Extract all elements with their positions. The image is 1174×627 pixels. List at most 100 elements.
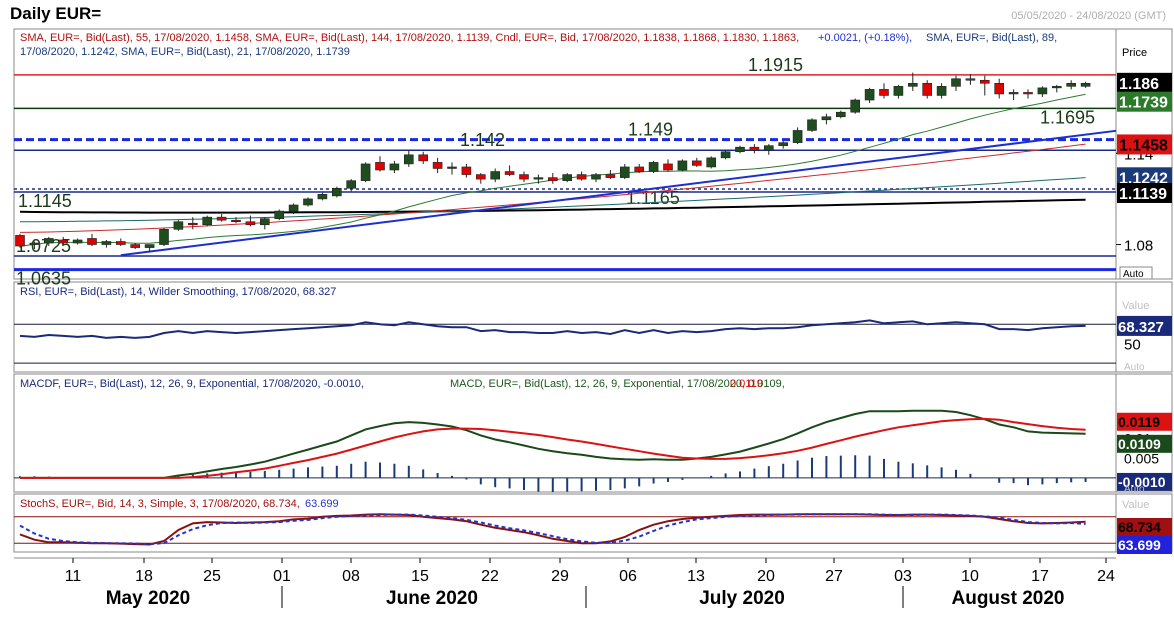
rsi-legend: RSI, EUR=, Bid(Last), 14, Wilder Smoothi…: [20, 286, 336, 298]
candle-body: [807, 119, 817, 131]
candle-body: [591, 174, 601, 180]
candle-body: [346, 180, 357, 189]
date-range: 05/05/2020 - 24/08/2020 (GMT): [1011, 10, 1166, 22]
macd-legend-b: MACD, EUR=, Bid(Last), 12, 26, 9, Expone…: [450, 378, 785, 390]
stoch-legend-b: 63.699: [305, 498, 339, 510]
stoch-panel: 68.734 63.699: [14, 513, 1172, 554]
candle-body: [475, 174, 486, 180]
candle-body: [835, 111, 846, 118]
candle-body: [821, 116, 832, 121]
time-tick-label: 06: [619, 568, 637, 585]
price-legend-line1b: SMA, EUR=, Bid(Last), 89,: [926, 32, 1057, 44]
macd-legend-c: 0.0119: [730, 378, 763, 390]
macd-badge: 0.0109: [1118, 436, 1161, 452]
price-badge-bg: [1117, 72, 1172, 93]
rsi-line: [19, 319, 1086, 339]
candle-body: [159, 229, 169, 245]
candle-body: [303, 198, 313, 206]
trend-line: [120, 129, 1117, 257]
time-tick-label: 29: [551, 568, 569, 585]
candle-body: [893, 86, 904, 96]
candle-body: [562, 174, 573, 181]
level-label: 1.149: [628, 120, 673, 140]
macd-auto-label: Auto: [1124, 484, 1145, 495]
price-panel-frame: [13, 28, 1117, 280]
candle-body: [778, 142, 789, 146]
price-badge-bg: [1117, 91, 1172, 112]
candle-body: [749, 146, 760, 151]
candle-body: [922, 82, 933, 96]
month-label: May 2020: [106, 588, 191, 609]
candle-body: [15, 235, 25, 247]
candle-body: [144, 244, 155, 248]
candle-body: [1052, 86, 1062, 89]
stoch-badge: 63.699: [1118, 537, 1161, 553]
candle-body: [576, 174, 587, 180]
candle-body: [720, 151, 731, 159]
candle-body: [519, 174, 529, 180]
price-legend-line1: SMA, EUR=, Bid(Last), 55, 17/08/2020, 1.…: [20, 32, 799, 44]
time-tick-label: 08: [342, 568, 360, 585]
price-axis-label: Price: [1122, 47, 1147, 59]
candle-body: [605, 174, 616, 178]
candle-body: [245, 221, 256, 226]
macd-panel-frame: [13, 373, 1117, 493]
rsi-badge: 68.327: [1118, 319, 1164, 336]
level-label: 1.1695: [1040, 107, 1095, 127]
month-label: July 2020: [699, 588, 785, 609]
candle-body: [691, 160, 702, 166]
sma144-line: [19, 198, 1086, 214]
candle-body: [533, 177, 544, 180]
candle-body: [130, 244, 140, 248]
candle-body: [403, 154, 414, 165]
candle-body: [101, 241, 112, 245]
stoch-badge-bg: [1117, 518, 1172, 536]
candle-body: [360, 163, 371, 181]
level-label: 1.142: [460, 130, 505, 150]
price-legend-line2: 17/08/2020, 1.1242, SMA, EUR=, Bid(Last)…: [20, 46, 350, 58]
stoch-d-line: [19, 513, 1086, 546]
candle-body: [274, 210, 285, 219]
candle-body: [216, 216, 227, 221]
price-badge-bg: [1117, 167, 1172, 188]
price-badge: 1.1739: [1119, 95, 1168, 112]
candle-body: [792, 130, 803, 143]
time-tick-label: 11: [65, 568, 82, 585]
candle-body: [864, 89, 875, 101]
price-badge-bg: [1117, 182, 1172, 203]
candle-body: [288, 204, 299, 212]
candle-body: [619, 166, 630, 178]
candle-body: [936, 86, 947, 96]
candle-body: [461, 166, 472, 175]
candle-body: [72, 239, 83, 244]
candle-body: [375, 162, 385, 171]
candle-body: [504, 171, 515, 175]
stoch-axis-label: Value: [1122, 499, 1149, 511]
time-axis: 11 18 25 01 08 15 22 29 06 13 20 27 03 10 17 24 May 2020…: [14, 557, 1116, 609]
price-legend-change: +0.0021, (+0.18%),: [818, 32, 912, 44]
rsi-auto-label: Auto: [1124, 362, 1145, 373]
rsi-tick-label: 50: [1124, 337, 1141, 354]
candle-body: [188, 222, 198, 226]
macd-axis-frame: [1115, 373, 1173, 493]
candle-body: [1023, 92, 1033, 95]
candle-body: [547, 177, 558, 181]
candle-body: [43, 238, 54, 244]
macd-badge-bg: [1117, 434, 1172, 453]
rsi-axis-label: Value: [1122, 300, 1149, 312]
candle-body: [87, 238, 97, 245]
candle-body: [979, 79, 990, 84]
price-auto-label: Auto: [1123, 269, 1144, 280]
candle-body: [1080, 82, 1091, 87]
sma89-line: [20, 177, 1086, 223]
candle-body: [634, 166, 645, 172]
candle-body: [1066, 82, 1076, 87]
time-tick-label: 24: [1097, 568, 1115, 585]
candle-body: [389, 163, 400, 171]
price-panel: 1.19151.16951.1491.1421.11651.11451.0725…: [14, 55, 1172, 289]
level-label: 1.1915: [748, 55, 803, 75]
candle-body: [879, 89, 889, 96]
